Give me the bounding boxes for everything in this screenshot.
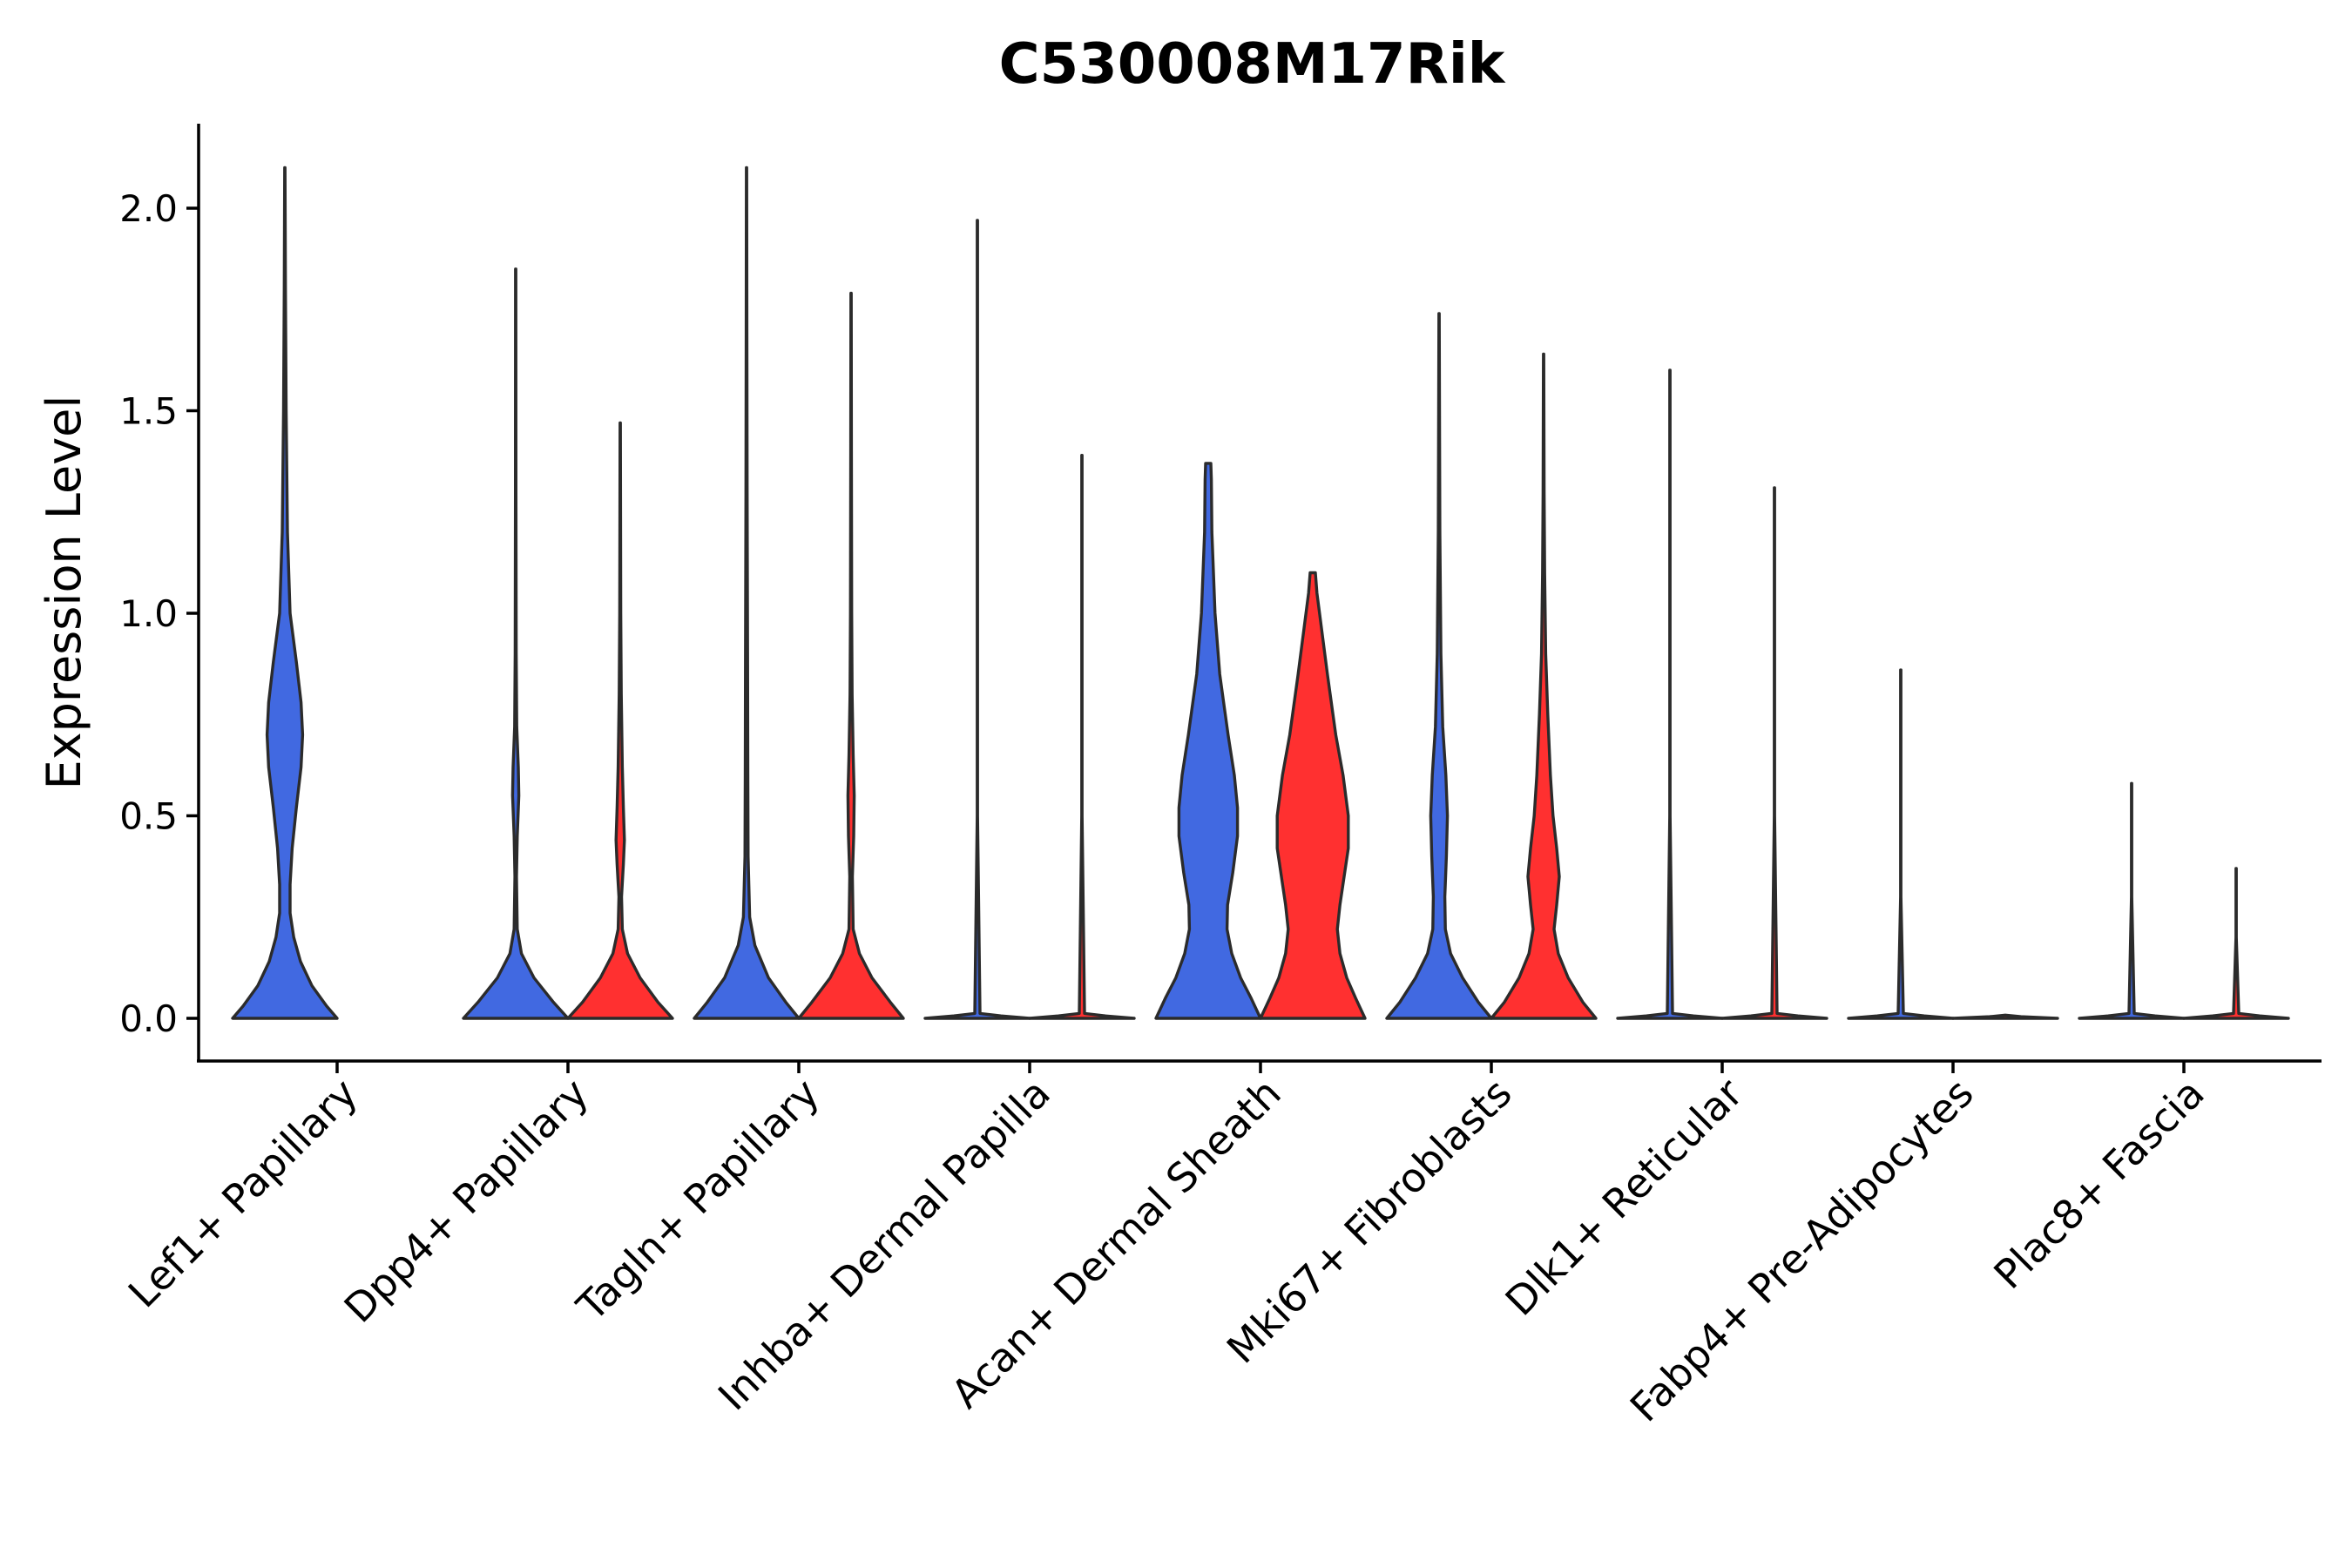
violin-red-8 [2182, 867, 2290, 1020]
violin-red-5 [1490, 352, 1598, 1020]
x-tick-label: Tagln+ Papillary [567, 1070, 828, 1331]
violin-red-7 [1951, 1013, 2059, 1020]
violin-blue-2 [693, 166, 801, 1020]
violin-blue-8 [2078, 781, 2186, 1020]
y-axis-label: Expression Level [37, 395, 91, 790]
violin-blue-3 [923, 219, 1031, 1020]
chart-title: C530008M17Rik [999, 32, 1506, 97]
violin-blue-5 [1385, 312, 1493, 1020]
violin-blue-1 [462, 267, 570, 1020]
y-tick-label: 0.0 [119, 997, 178, 1040]
violin-blue-0 [231, 166, 339, 1020]
x-tick-label: Dlk1+ Reticular [1497, 1070, 1752, 1325]
y-tick-label: 2.0 [119, 187, 178, 230]
violin-blue-7 [1847, 668, 1955, 1020]
violin-red-3 [1028, 454, 1136, 1020]
y-tick-label: 1.5 [119, 390, 178, 433]
violin-blue-4 [1154, 462, 1262, 1020]
x-tick-label: Plac8+ Fascia [1984, 1070, 2213, 1298]
x-tick-label: Dpp4+ Papillary [335, 1070, 598, 1332]
violins-layer [231, 166, 2290, 1020]
y-ticks: 0.0 0.5 1.0 1.5 2.0 [119, 187, 199, 1040]
violin-red-2 [797, 291, 905, 1020]
violin-red-4 [1259, 571, 1367, 1020]
y-tick-label: 1.0 [119, 592, 178, 635]
y-tick-label: 0.5 [119, 795, 178, 838]
violin-red-1 [566, 421, 674, 1020]
x-tick-label: Lef1+ Papillary [119, 1070, 367, 1317]
violin-blue-6 [1616, 368, 1724, 1020]
violin-red-6 [1720, 486, 1828, 1020]
